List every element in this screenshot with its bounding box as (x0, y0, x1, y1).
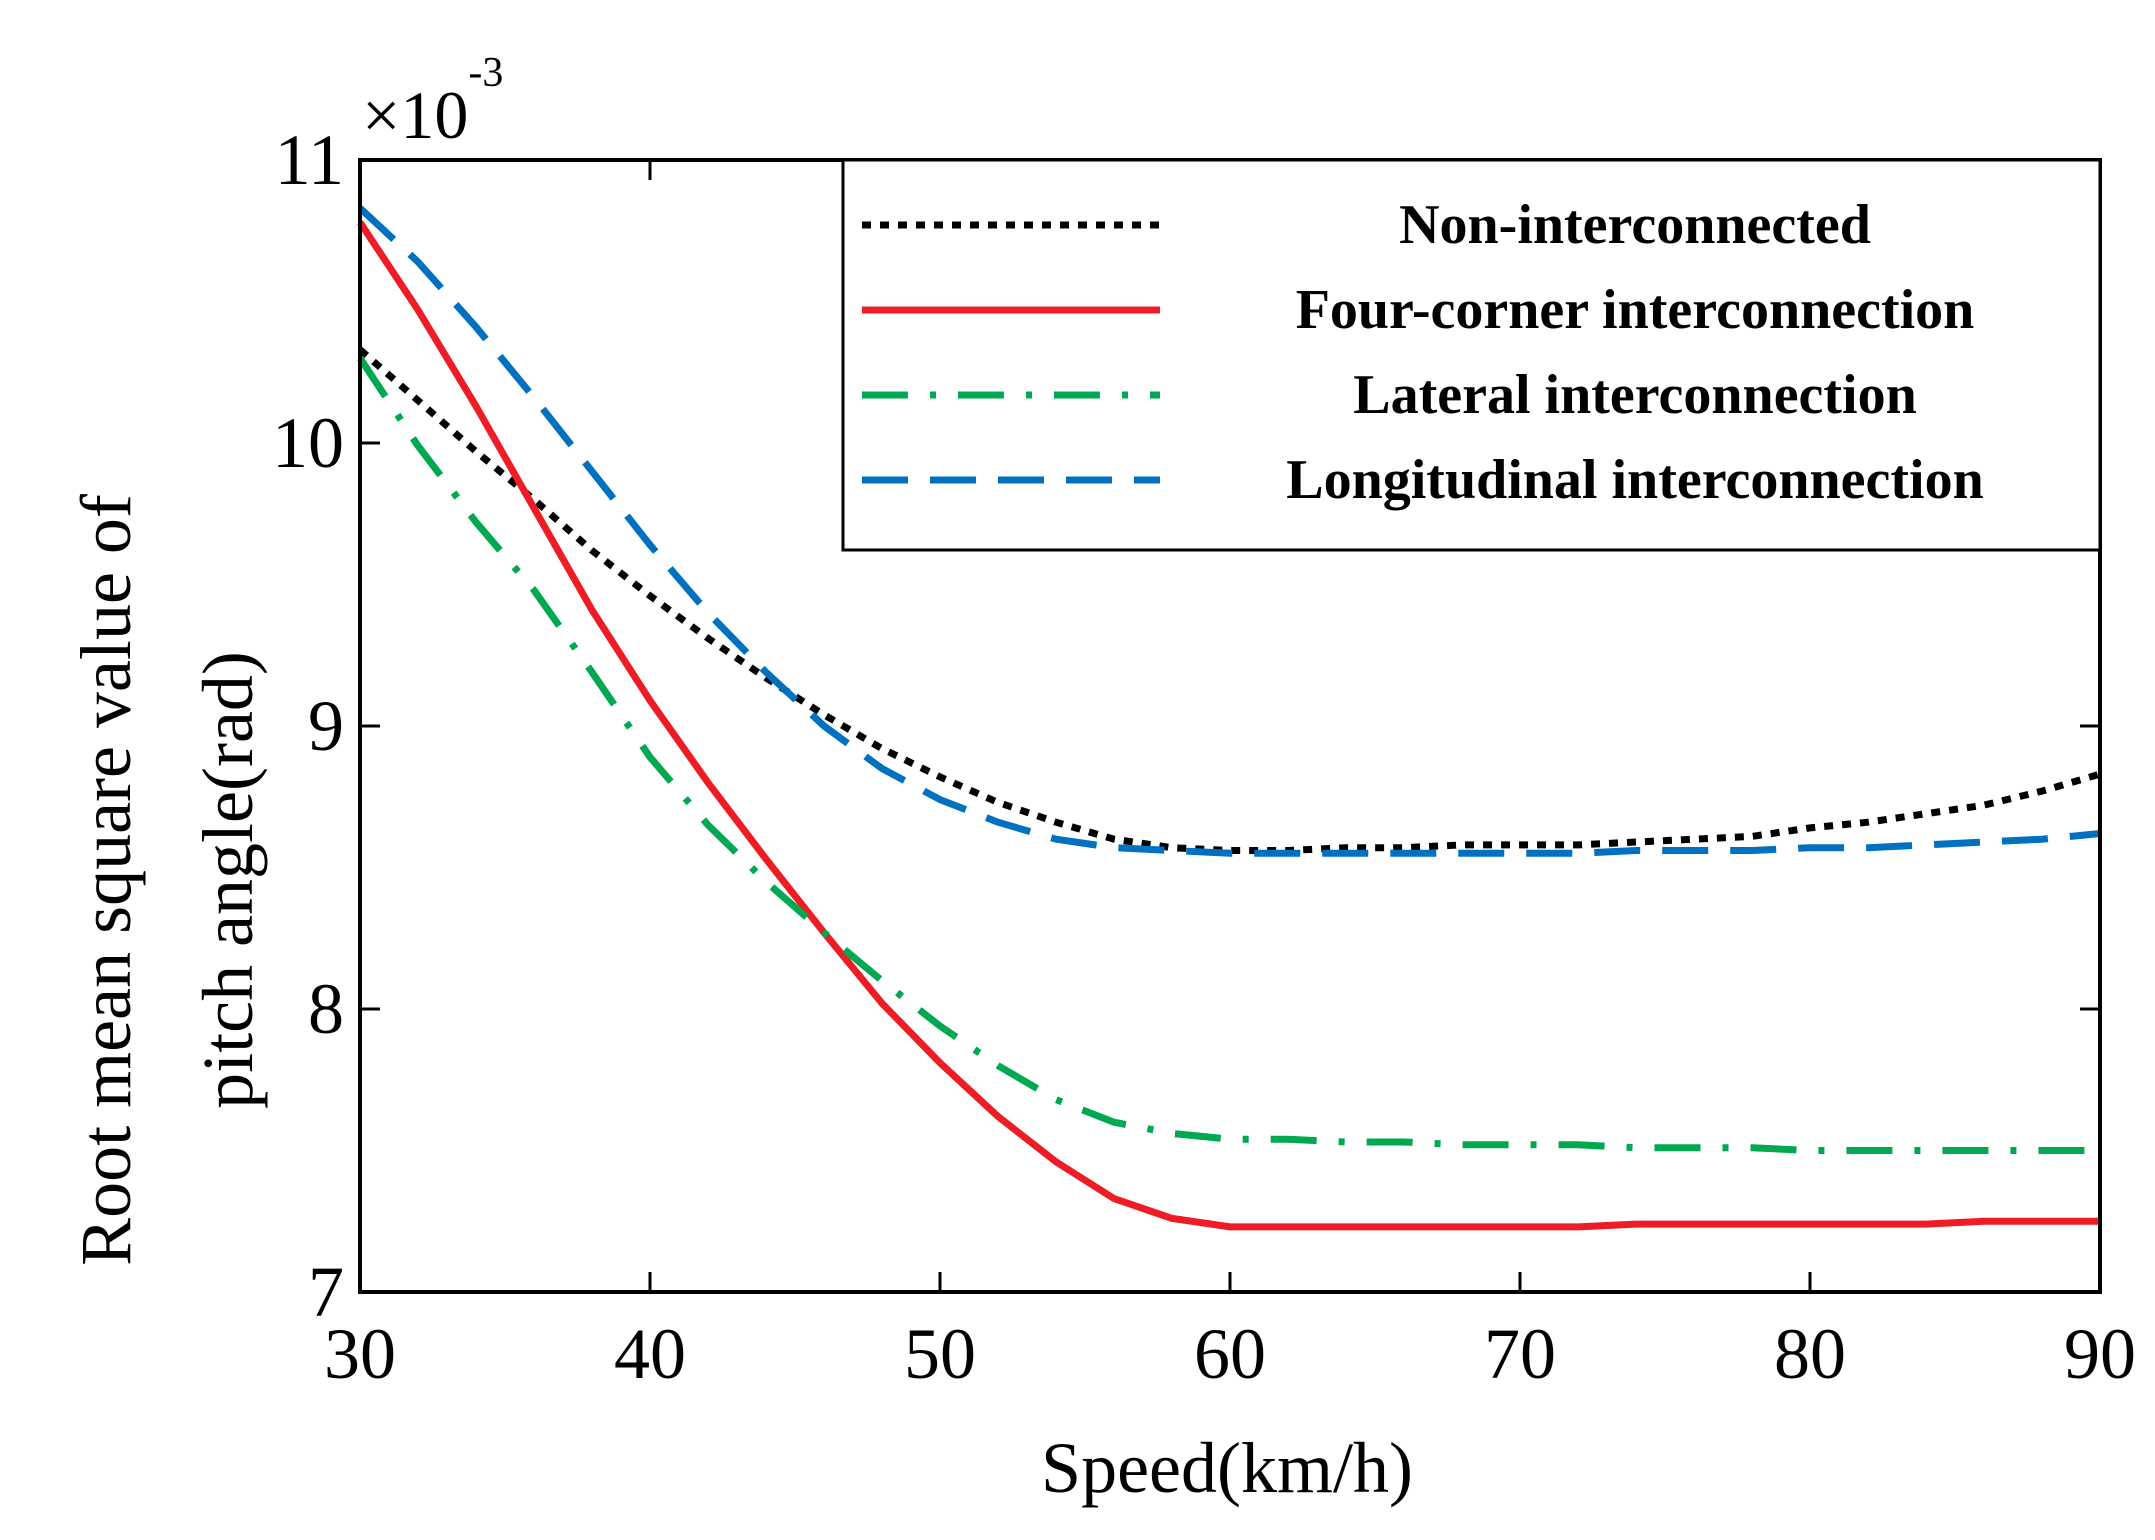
legend-label: Longitudinal interconnection (1286, 449, 1984, 511)
y-axis-title: Root mean square value of pitch angle(ra… (66, 494, 268, 1266)
y-axis-multiplier-base: ×10 (362, 77, 468, 153)
y-tick-label: 7 (308, 1252, 344, 1332)
series-line-longitudinal-interconnection (357, 205, 2101, 857)
x-tick-label: 30 (324, 1314, 396, 1394)
legend: Non-interconnected Four-corner interconne… (841, 158, 2102, 552)
x-tick-label: 70 (1484, 1314, 1556, 1394)
y-tick-label: 10 (272, 403, 344, 483)
y-tick-label: 8 (308, 969, 344, 1049)
x-axis-title: Speed(km/h) (1041, 1428, 1413, 1508)
legend-label: Lateral interconnection (1353, 364, 1917, 426)
series-line-four-corner-interconnection (357, 220, 2100, 1231)
y-axis-title-line-1: Root mean square value of (66, 494, 146, 1266)
series-line-non-interconnected (357, 346, 2101, 854)
series-line-lateral-interconnection (357, 356, 2100, 1154)
y-axis-multiplier: ×10-3 (362, 50, 503, 153)
x-tick-label: 90 (2064, 1314, 2136, 1394)
legend-label: Non-interconnected (1399, 194, 1871, 256)
y-tick-label: 9 (308, 686, 344, 766)
y-axis-title-line-2: pitch angle(rad) (188, 651, 268, 1109)
x-tick-label: 60 (1194, 1314, 1266, 1394)
legend-label: Four-corner interconnection (1296, 279, 1975, 341)
x-tick-label: 50 (904, 1314, 976, 1394)
x-tick-label: 40 (614, 1314, 686, 1394)
legend-box (841, 158, 2102, 552)
series-layer (357, 205, 2101, 1231)
labels-layer: 30 40 50 60 70 80 90 7 8 9 10 11 (272, 120, 2136, 1394)
y-tick-label: 11 (275, 120, 344, 200)
x-tick-label: 80 (1774, 1314, 1846, 1394)
y-axis-multiplier-exponent: -3 (468, 50, 503, 96)
